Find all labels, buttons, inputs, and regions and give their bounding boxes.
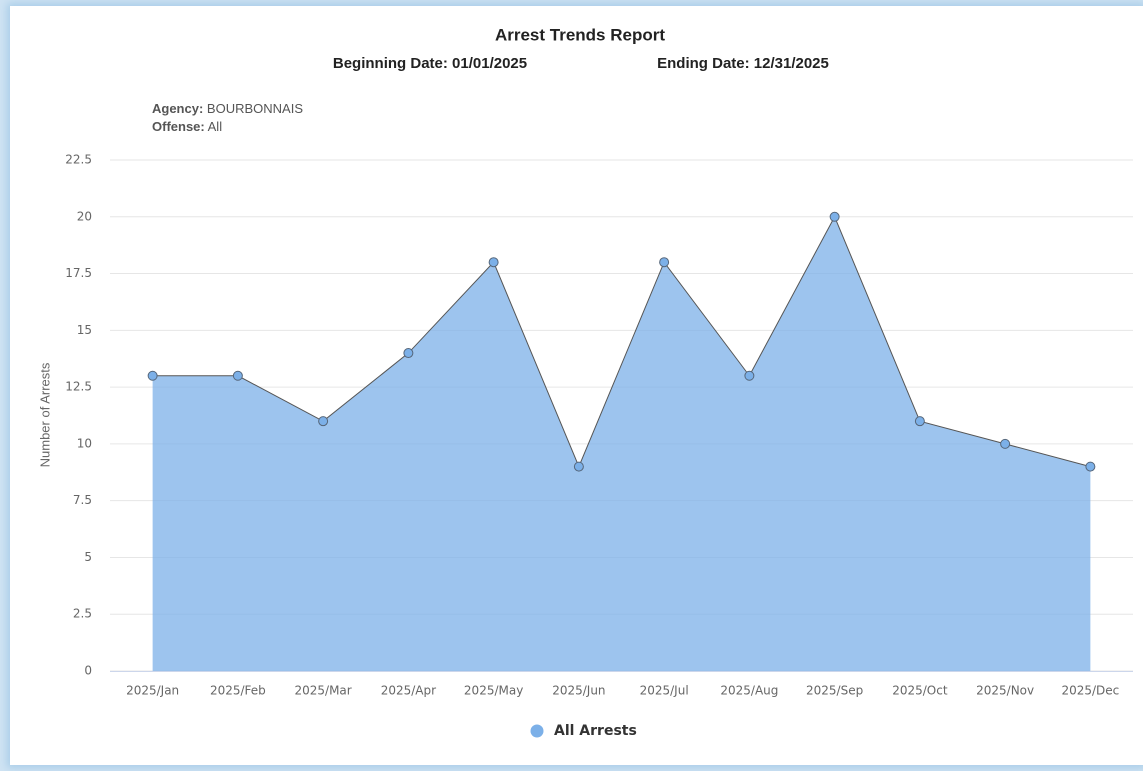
data-point xyxy=(232,370,243,381)
x-tick-label: 2025/Sep xyxy=(806,684,863,698)
begin-date: Beginning Date: 01/01/2025 xyxy=(333,55,527,72)
filter-label: Offense: xyxy=(152,119,205,134)
y-tick-label: 5 xyxy=(84,550,92,564)
y-tick-label: 10 xyxy=(77,436,92,450)
legend-label: All Arrests xyxy=(554,723,637,739)
filter-agency: Agency: BOURBONNAIS xyxy=(152,101,303,116)
y-tick-label: 15 xyxy=(77,323,92,337)
data-point xyxy=(403,348,414,359)
area-fill xyxy=(152,216,1091,671)
x-tick-label: 2025/Oct xyxy=(892,684,948,698)
x-tick-label: 2025/Dec xyxy=(1061,684,1119,698)
x-tick-label: 2025/Jun xyxy=(552,684,605,698)
y-tick-label: 2.5 xyxy=(73,607,92,621)
data-point xyxy=(829,211,840,222)
x-tick-label: 2025/Jul xyxy=(640,684,689,698)
x-tick-label: 2025/Apr xyxy=(381,684,436,698)
data-point xyxy=(1085,461,1096,472)
y-tick-label: 22.5 xyxy=(65,153,92,167)
area-line xyxy=(152,215,1091,468)
data-point xyxy=(488,257,499,268)
x-tick-label: 2025/Mar xyxy=(295,684,352,698)
x-tick-label: 2025/Aug xyxy=(720,684,778,698)
end-date: Ending Date: 12/31/2025 xyxy=(657,55,829,72)
y-tick-label: 17.5 xyxy=(65,266,92,280)
data-point xyxy=(914,416,925,427)
chart-title: Arrest Trends Report xyxy=(495,25,665,44)
x-tick-label: 2025/Feb xyxy=(210,684,266,698)
data-point xyxy=(147,370,158,381)
filter-label: Agency: xyxy=(152,101,203,116)
data-point xyxy=(573,461,584,472)
legend-marker xyxy=(530,724,544,738)
filter-value: BOURBONNAIS xyxy=(207,101,303,116)
y-axis-label: Number of Arrests xyxy=(37,362,52,467)
y-tick-label: 0 xyxy=(84,664,92,678)
x-tick-label: 2025/Nov xyxy=(976,684,1034,698)
x-tick-label: 2025/May xyxy=(464,684,523,698)
filter-value: All xyxy=(208,119,223,134)
data-point xyxy=(744,370,755,381)
y-tick-label: 7.5 xyxy=(73,493,92,507)
x-tick-label: 2025/Jan xyxy=(126,684,179,698)
data-point xyxy=(659,257,670,268)
data-point xyxy=(1000,438,1011,449)
y-tick-label: 12.5 xyxy=(65,380,92,394)
y-tick-label: 20 xyxy=(77,209,92,223)
data-point xyxy=(318,416,329,427)
filter-offense: Offense: All xyxy=(152,119,222,134)
